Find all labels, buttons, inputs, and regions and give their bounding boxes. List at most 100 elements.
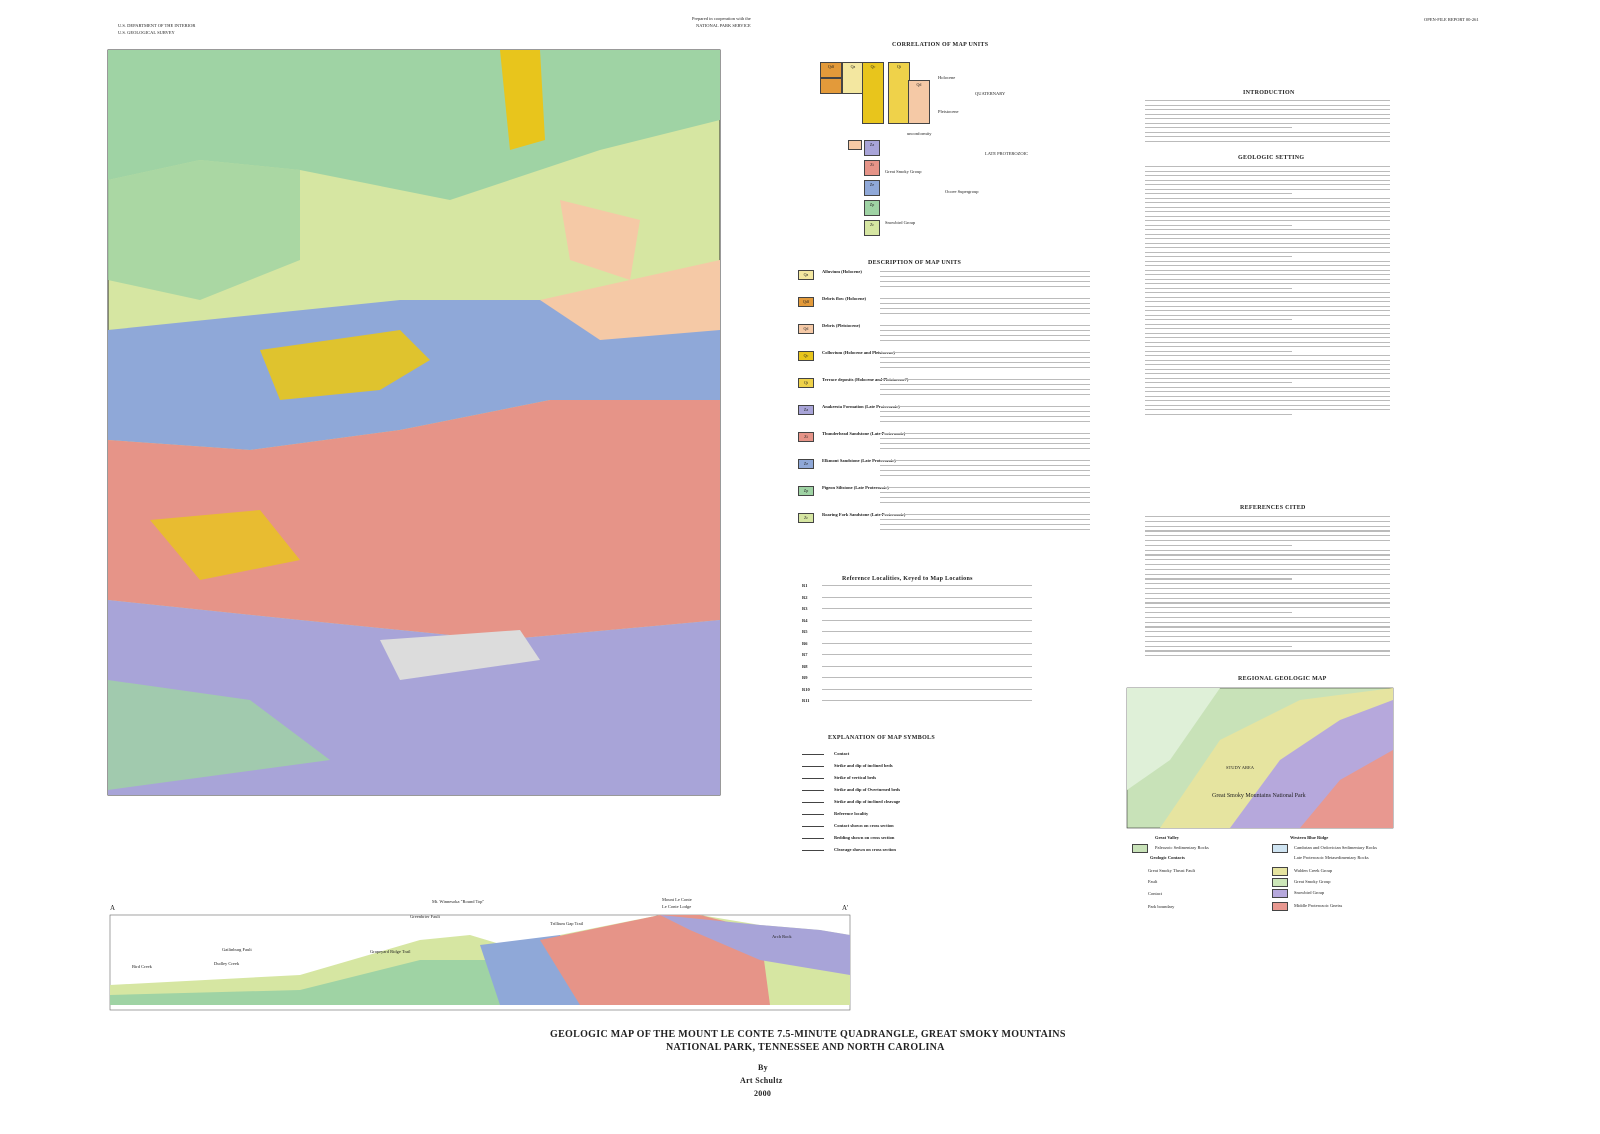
unit-swatch: Zr xyxy=(798,513,814,523)
unit-swatch xyxy=(1272,844,1288,853)
text-line xyxy=(822,642,1032,644)
text-line xyxy=(1145,400,1390,402)
text: Western Blue Ridge xyxy=(1290,835,1329,840)
text: Walden Creek Group xyxy=(1294,868,1333,873)
text: Anakeesta Formation (Late Proterozoic) xyxy=(822,404,900,409)
unit-swatch: Ze xyxy=(864,180,880,196)
text-line xyxy=(1145,211,1390,213)
text-line xyxy=(880,367,1090,369)
text-line xyxy=(1145,175,1390,177)
text-line xyxy=(1145,386,1390,388)
text-line xyxy=(1145,395,1390,397)
text-line xyxy=(1145,319,1292,321)
text-line xyxy=(880,519,1090,521)
geologic-map xyxy=(107,49,721,796)
text: unconformity xyxy=(907,131,932,136)
text-line xyxy=(1145,554,1390,556)
text-line xyxy=(1145,278,1390,280)
text-line xyxy=(880,362,1090,364)
text: Great Smoky Mountains National Park xyxy=(1212,793,1306,799)
text-line xyxy=(1145,136,1390,138)
text: Pleistocene xyxy=(938,109,959,114)
text-line xyxy=(880,487,1090,489)
text-line xyxy=(1145,215,1390,217)
symbol xyxy=(802,850,824,852)
text: Terrace deposits (Holocene and Pleistoce… xyxy=(822,377,909,382)
text: Le Conte Lodge xyxy=(662,904,692,909)
text-line xyxy=(880,470,1090,472)
text-line xyxy=(1145,535,1390,537)
text-line xyxy=(1145,122,1390,124)
text: R10 xyxy=(802,686,810,692)
text: EXPLANATION OF MAP SYMBOLS xyxy=(828,735,935,741)
text: R8 xyxy=(802,663,808,669)
text-line xyxy=(1145,332,1390,334)
unit-swatch: Zp xyxy=(798,486,814,496)
text: Contact xyxy=(834,751,850,756)
text-line xyxy=(1145,265,1390,267)
text-line xyxy=(1145,391,1390,393)
text: REGIONAL GEOLOGIC MAP xyxy=(1238,676,1327,682)
text-line xyxy=(880,438,1090,440)
text-line xyxy=(880,502,1090,504)
symbol xyxy=(802,754,824,756)
text-line xyxy=(1145,179,1390,181)
text: REFERENCES CITED xyxy=(1240,505,1306,511)
text-line xyxy=(1145,564,1390,566)
text-line xyxy=(1145,592,1390,594)
text: R2 xyxy=(802,594,808,600)
text-line xyxy=(880,416,1090,418)
text-line xyxy=(1145,328,1390,330)
text: R6 xyxy=(802,640,808,646)
text: Snowbird Group xyxy=(1294,890,1325,895)
text-line xyxy=(822,631,1032,633)
text-line xyxy=(1145,568,1390,570)
text: Colluvium (Holocene and Pleistocene) xyxy=(822,350,895,355)
unit-swatch: Zt xyxy=(798,432,814,442)
text-line xyxy=(1145,238,1390,240)
text-line xyxy=(1145,612,1292,614)
text-line xyxy=(1145,597,1390,599)
text: Alluvium (Holocene) xyxy=(822,269,862,274)
text: R9 xyxy=(802,675,808,680)
text-line xyxy=(880,514,1090,516)
text-line xyxy=(1145,100,1390,102)
unit-swatch: Zp xyxy=(864,200,880,216)
text: Great Smoky Group xyxy=(885,169,922,174)
text: Arch Rock xyxy=(772,934,792,939)
text-line xyxy=(880,443,1090,445)
text-line xyxy=(880,411,1090,413)
text: U.S. DEPARTMENT OF THE INTERIOR xyxy=(118,23,196,28)
text-line xyxy=(1145,131,1390,133)
text: Park boundary xyxy=(1148,904,1175,909)
text-line xyxy=(1145,368,1390,370)
text-line xyxy=(1145,607,1390,609)
text-line xyxy=(1145,242,1390,244)
text-line xyxy=(1145,573,1390,575)
text: CORRELATION OF MAP UNITS xyxy=(892,42,989,48)
text-line xyxy=(880,340,1090,342)
text: Geologic Contacts xyxy=(1150,855,1185,860)
text-line xyxy=(1145,355,1390,357)
text-line xyxy=(880,313,1090,315)
text-line xyxy=(822,585,1032,587)
text: Debris (Pleistocene) xyxy=(822,323,861,328)
text: Snowbird Group xyxy=(885,220,916,225)
text-line xyxy=(1145,274,1390,276)
unit-swatch: Za xyxy=(864,140,880,156)
text-line xyxy=(822,596,1032,598)
text: R11 xyxy=(802,698,810,703)
text-line xyxy=(1145,346,1390,348)
text-line xyxy=(1145,525,1390,527)
symbol xyxy=(802,802,824,804)
text-line xyxy=(822,688,1032,690)
text-line xyxy=(1145,287,1292,289)
text-line xyxy=(1145,292,1390,294)
text-line xyxy=(1145,350,1292,352)
text-line xyxy=(1145,373,1390,375)
text-line xyxy=(1145,616,1390,618)
unit-swatch xyxy=(1272,878,1288,887)
text: OPEN-FILE REPORT 00-261 xyxy=(1424,17,1479,22)
text-line xyxy=(822,677,1032,679)
